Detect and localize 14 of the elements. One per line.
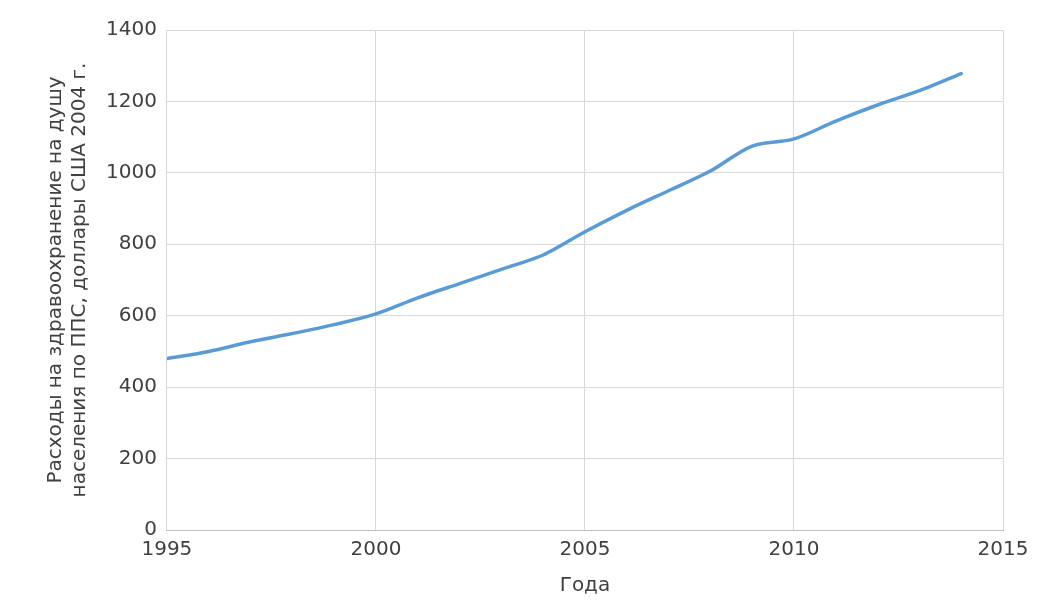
x-tick-label: 2015 [977,536,1029,561]
x-tick-label: 2005 [559,536,611,561]
line-series [166,71,963,361]
x-axis-title: Года [559,572,611,597]
x-tick-label: 2000 [350,536,402,561]
y-tick-label: 1000 [105,159,157,184]
x-tick-label: 2010 [768,536,820,561]
y-tick-label: 800 [118,230,157,255]
y-tick-label: 400 [118,373,157,398]
y-tick-label: 1400 [105,16,157,41]
y-tick-label: 600 [118,301,157,326]
y-axis-title: Расходы на здравоохранение на душу населения по ППС, доллары США 2004 г. [42,62,91,498]
y-tick-label: 200 [118,444,157,469]
y-tick-label: 1200 [105,87,157,112]
